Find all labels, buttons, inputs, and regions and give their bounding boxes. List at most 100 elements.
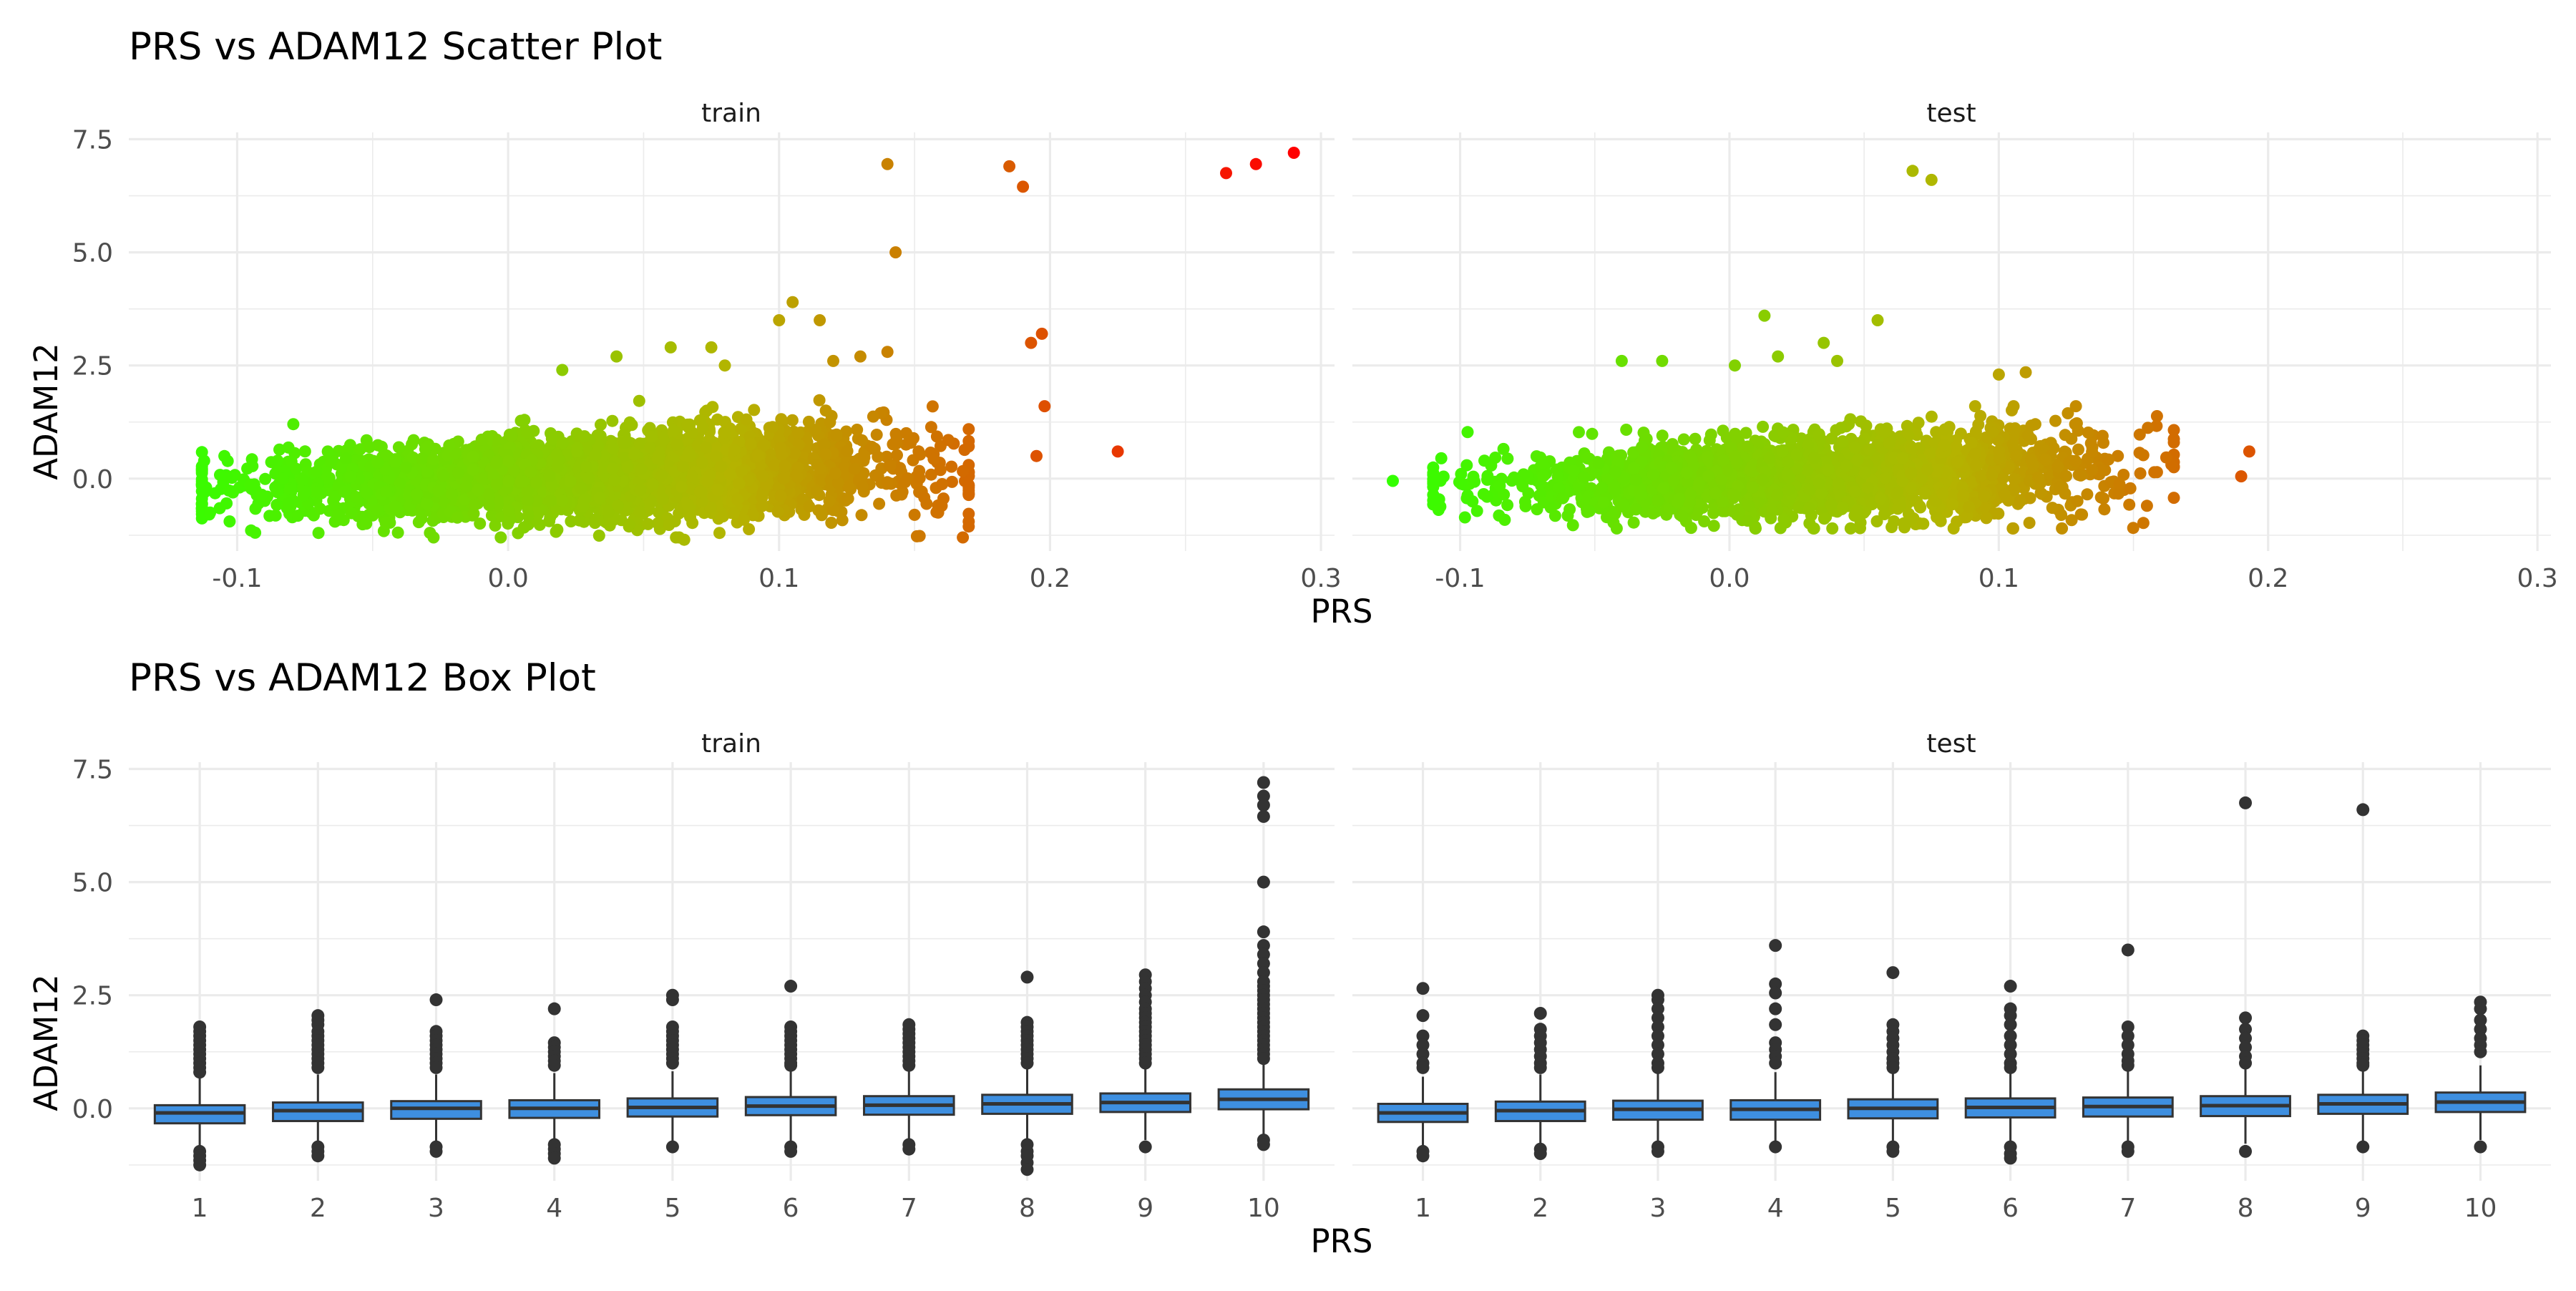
scatter-point bbox=[245, 479, 257, 491]
scatter-point bbox=[786, 296, 799, 308]
scatter-point bbox=[223, 515, 235, 527]
scatter-point bbox=[851, 424, 863, 436]
scatter-point bbox=[882, 346, 894, 358]
scatter-point bbox=[491, 478, 503, 490]
scatter-point bbox=[467, 450, 479, 462]
scatter-point bbox=[663, 519, 675, 531]
scatter-point bbox=[1678, 434, 1690, 446]
scatter-point bbox=[565, 475, 577, 487]
scatter-point bbox=[927, 400, 939, 412]
scatter-y-tick: 0.0 bbox=[72, 465, 113, 495]
scatter-point bbox=[825, 517, 837, 529]
scatter-point bbox=[962, 484, 975, 497]
scatter-point bbox=[2029, 418, 2041, 430]
scatter-point bbox=[1501, 499, 1513, 511]
scatter-point bbox=[593, 530, 605, 542]
scatter-point bbox=[360, 517, 372, 530]
scatter-point bbox=[472, 484, 484, 496]
scatter-y-axis-title: ADAM12 bbox=[27, 343, 65, 480]
scatter-point bbox=[350, 491, 362, 503]
scatter-point bbox=[290, 463, 302, 475]
scatter-point bbox=[265, 456, 278, 468]
scatter-point bbox=[633, 395, 645, 407]
scatter-point bbox=[595, 419, 607, 431]
scatter-point bbox=[311, 486, 323, 498]
scatter-point bbox=[196, 467, 208, 479]
scatter-point bbox=[2098, 503, 2110, 515]
scatter-point bbox=[544, 470, 556, 482]
scatter-point bbox=[518, 414, 530, 426]
scatter-point bbox=[766, 421, 779, 433]
scatter-point bbox=[400, 462, 412, 474]
scatter-y-tick: 2.5 bbox=[72, 352, 113, 381]
scatter-train-x-tick: 0.2 bbox=[1030, 564, 1070, 593]
scatter-point bbox=[413, 516, 425, 528]
scatter-point bbox=[543, 515, 555, 527]
scatter-point bbox=[2135, 467, 2147, 479]
scatter-point bbox=[608, 474, 620, 487]
scatter-point bbox=[364, 441, 376, 453]
scatter-point bbox=[313, 527, 325, 539]
scatter-point bbox=[741, 414, 753, 426]
scatter-point bbox=[421, 440, 434, 452]
scatter-point bbox=[1112, 445, 1124, 457]
scatter-point bbox=[621, 461, 633, 473]
scatter-point bbox=[748, 404, 760, 416]
scatter-point bbox=[738, 514, 750, 526]
scatter-point bbox=[713, 527, 726, 539]
scatter-point bbox=[460, 481, 472, 493]
scatter-point bbox=[792, 427, 804, 439]
scatter-point bbox=[494, 532, 507, 544]
scatter-point bbox=[756, 470, 769, 482]
scatter-point bbox=[1459, 512, 1471, 524]
scatter-point bbox=[1501, 452, 1513, 464]
scatter-point bbox=[655, 469, 668, 482]
scatter-strip-train: train bbox=[701, 99, 761, 128]
scatter-point bbox=[697, 422, 709, 434]
scatter-point bbox=[393, 442, 405, 454]
scatter-point bbox=[1003, 160, 1015, 172]
scatter-point bbox=[1657, 429, 1669, 442]
scatter-point bbox=[628, 449, 640, 461]
scatter-point bbox=[842, 492, 854, 505]
scatter-point bbox=[889, 246, 902, 258]
scatter-point bbox=[502, 504, 514, 516]
scatter-point bbox=[718, 427, 730, 439]
scatter-point bbox=[594, 492, 606, 504]
scatter-point bbox=[772, 506, 784, 518]
scatter-point bbox=[556, 495, 568, 507]
scatter-point bbox=[522, 510, 535, 522]
scatter-point bbox=[1757, 421, 1769, 433]
scatter-point bbox=[283, 484, 296, 496]
scatter-point bbox=[514, 475, 527, 487]
scatter-point bbox=[619, 436, 631, 448]
scatter-point bbox=[443, 439, 455, 452]
scatter-point bbox=[270, 510, 282, 522]
scatter-point bbox=[250, 502, 262, 515]
scatter-point bbox=[957, 532, 969, 544]
scatter-point bbox=[882, 158, 894, 170]
scatter-point bbox=[296, 474, 308, 486]
scatter-point bbox=[728, 444, 741, 456]
scatter-point bbox=[873, 498, 885, 510]
scatter-point bbox=[389, 456, 401, 468]
scatter-point bbox=[222, 455, 234, 467]
scatter-point bbox=[483, 488, 495, 500]
scatter-point bbox=[945, 461, 957, 473]
scatter-point bbox=[1030, 450, 1043, 462]
scatter-point bbox=[506, 430, 518, 442]
scatter-point bbox=[578, 430, 590, 442]
scatter-point bbox=[827, 355, 839, 367]
scatter-point bbox=[642, 518, 654, 530]
scatter-point bbox=[652, 453, 664, 465]
scatter-point bbox=[518, 522, 530, 534]
scatter-point bbox=[437, 469, 449, 482]
scatter-point bbox=[525, 466, 537, 478]
scatter-point bbox=[701, 404, 713, 416]
scatter-point bbox=[681, 419, 693, 431]
scatter-point bbox=[300, 486, 312, 498]
scatter-point bbox=[824, 416, 836, 429]
scatter-point bbox=[408, 434, 420, 447]
scatter-point bbox=[728, 507, 740, 520]
scatter-point bbox=[1586, 428, 1599, 440]
